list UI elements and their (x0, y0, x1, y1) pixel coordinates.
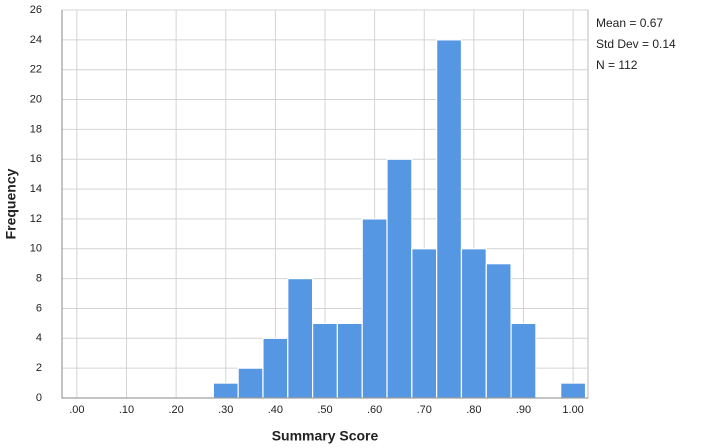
y-tick-label: 18 (30, 123, 42, 135)
bar (336, 322, 363, 399)
bar (287, 278, 314, 399)
bar (560, 382, 587, 399)
x-tick-label: .00 (69, 404, 84, 416)
x-tick-label: .50 (317, 404, 332, 416)
bar (411, 248, 438, 399)
stat-note: Mean = 0.67 (596, 16, 663, 30)
y-tick-label: 26 (30, 4, 42, 16)
y-tick-label: 22 (30, 64, 42, 76)
x-tick-label: .90 (516, 404, 531, 416)
y-tick-label: 14 (30, 183, 42, 195)
y-axis-title: Frequency (3, 168, 19, 239)
y-tick-label: 4 (36, 332, 42, 344)
x-tick-label: .40 (268, 404, 283, 416)
x-tick-label: .30 (218, 404, 233, 416)
bar (510, 322, 537, 399)
bar (361, 218, 388, 399)
x-tick-label: .70 (417, 404, 432, 416)
y-tick-label: 2 (36, 362, 42, 374)
bar (311, 322, 339, 399)
x-tick-label: .60 (367, 404, 382, 416)
x-tick-label: .80 (466, 404, 481, 416)
bar (212, 382, 239, 399)
y-tick-label: 6 (36, 302, 42, 314)
bar (460, 248, 487, 399)
bar (262, 337, 289, 399)
y-tick-label: 0 (36, 392, 42, 404)
x-tick-label: .20 (168, 404, 183, 416)
x-tick-label: .10 (119, 404, 134, 416)
bar (485, 263, 512, 399)
bar (237, 367, 264, 399)
y-tick-label: 24 (30, 34, 42, 46)
x-axis-title: Summary Score (272, 428, 379, 444)
y-tick-label: 10 (30, 243, 42, 255)
x-tick-label: 1.00 (562, 404, 583, 416)
y-tick-label: 16 (30, 153, 42, 165)
bar (436, 39, 463, 399)
y-tick-label: 8 (36, 273, 42, 285)
y-tick-label: 20 (30, 93, 42, 105)
bar (386, 158, 413, 399)
y-tick-label: 12 (30, 213, 42, 225)
stat-note: N = 112 (596, 58, 638, 72)
stat-note: Std Dev = 0.14 (596, 37, 676, 51)
